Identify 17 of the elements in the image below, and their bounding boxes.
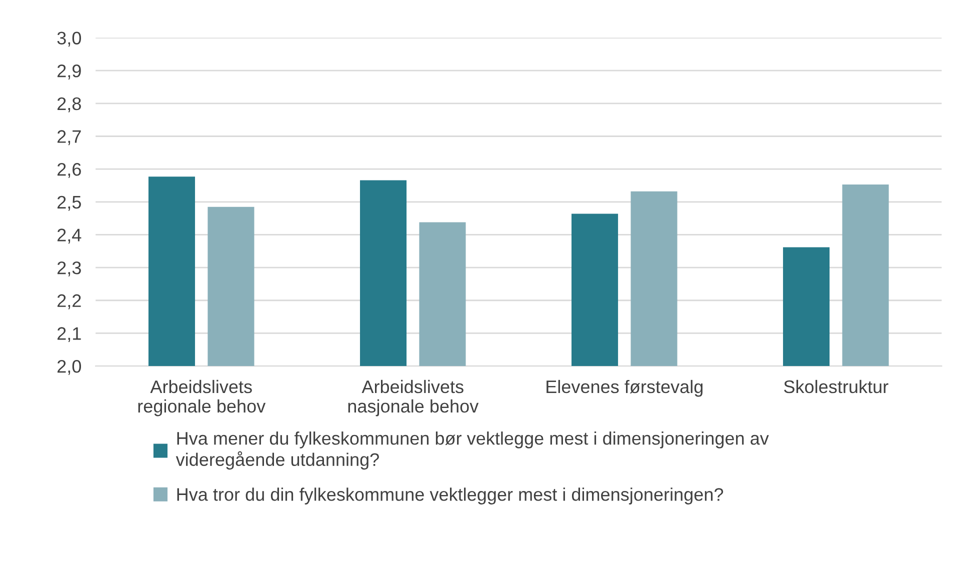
x-tick-label: Arbeidslivets nasjonale behov (348, 380, 479, 416)
y-tick-label: 2,7 (58, 130, 81, 146)
y-tick-label: 2,6 (58, 163, 81, 178)
x-tick-label: Skolestruktur (784, 380, 888, 394)
y-tick-label: 2,1 (58, 327, 81, 342)
y-tick-label: 3,0 (57, 32, 82, 47)
legend-label: Hva tror du din fylkeskommune vektlegger mest i dimensjoneringen? (177, 488, 724, 504)
y-tick-label: 2,8 (58, 97, 81, 112)
x-tick-label: Elevenes førstevalg (546, 380, 703, 397)
y-tick-label: 2,0 (58, 360, 82, 375)
y-tick-label: 2,3 (58, 261, 81, 276)
y-tick-label: 2,2 (58, 294, 81, 310)
x-tick-label: Arbeidslivets regionale behov (138, 380, 266, 416)
legend-label: Hva mener du fylkeskommunen bør vektlegge mest i dimensjoneringen av videregående utdanning? (176, 432, 769, 470)
y-tick-label: 2,5 (58, 196, 81, 211)
y-tick-label: 2,4 (58, 228, 82, 244)
y-tick-label: 2,9 (58, 64, 81, 80)
